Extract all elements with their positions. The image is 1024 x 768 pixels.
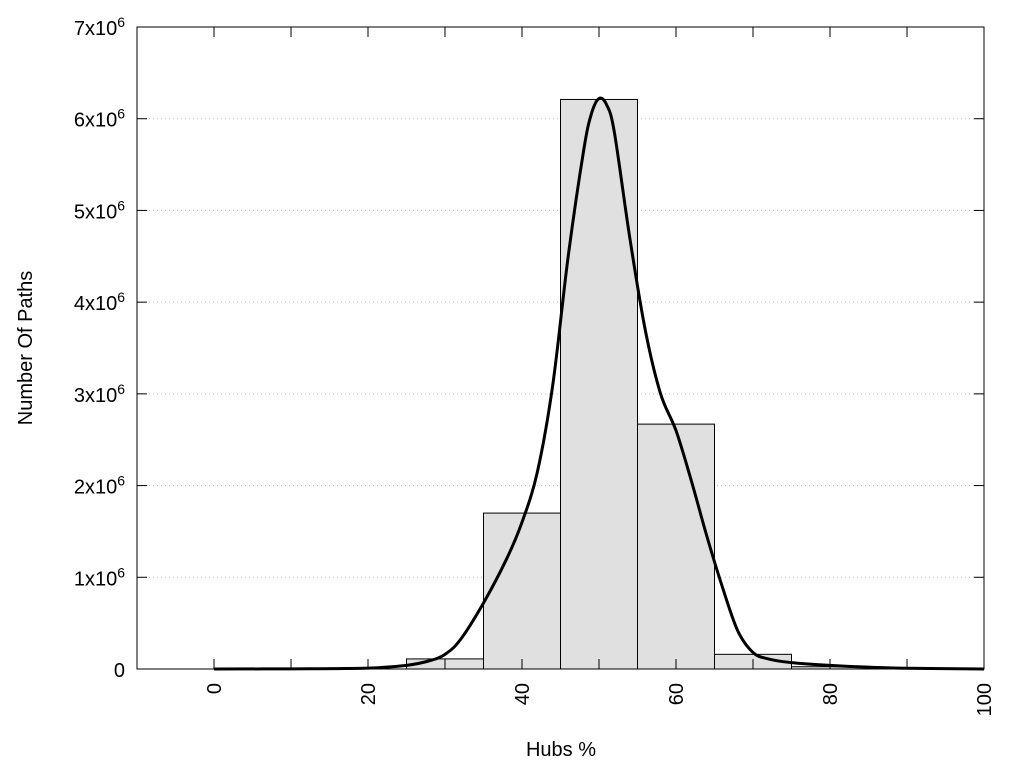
axis-ticks	[137, 26, 985, 670]
fit-curve-line	[213, 96, 985, 671]
y-tick-label: 7x106	[74, 14, 125, 40]
histogram-bar	[560, 98, 638, 670]
y-tick-label: 4x106	[74, 289, 125, 315]
x-tick-label: 60	[666, 683, 688, 705]
x-axis-title: Hubs %	[526, 739, 596, 761]
y-tick-label: 3x106	[74, 381, 125, 407]
histogram-bars	[406, 98, 869, 670]
y-tick-label: 0	[114, 660, 125, 682]
histogram-bar	[637, 423, 715, 670]
x-tick-label: 100	[974, 683, 996, 716]
tick-labels: 0 1x106 2x106 3x106 4x106 5x106 6x106 7x106 0 20 4…	[74, 14, 996, 716]
x-tick-label: 20	[358, 683, 380, 705]
y-tick-label: 5x106	[74, 197, 125, 223]
histogram-bar	[483, 512, 561, 670]
y-axis-title: Number Of Paths	[15, 271, 37, 426]
y-tick-label: 1x106	[74, 564, 125, 590]
x-tick-label: 0	[204, 683, 226, 694]
x-tick-label: 40	[512, 683, 534, 705]
plot-frame	[136, 26, 985, 670]
fit-curve	[213, 96, 985, 671]
y-tick-label: 2x106	[74, 473, 125, 499]
y-tick-label: 6x106	[74, 106, 125, 132]
x-tick-label: 80	[820, 683, 842, 705]
